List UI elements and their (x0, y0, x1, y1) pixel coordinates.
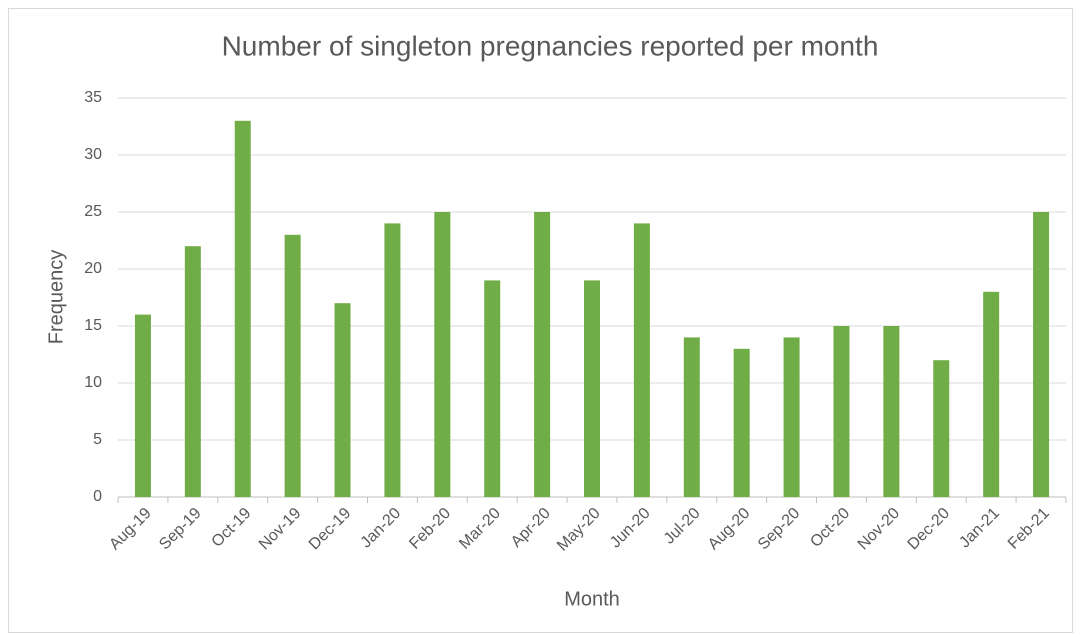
bar (933, 360, 950, 497)
bar (384, 223, 401, 497)
y-tick-label: 15 (84, 317, 102, 334)
bar (234, 120, 251, 498)
bar (284, 234, 301, 498)
bar (334, 303, 351, 497)
bar (434, 212, 451, 497)
bar (134, 314, 151, 497)
x-axis-title: Month (564, 588, 620, 610)
chart-title: Number of singleton pregnancies reported… (222, 30, 879, 61)
y-tick-label: 25 (84, 203, 102, 220)
bar (534, 212, 551, 497)
bar (584, 280, 600, 497)
bar (883, 326, 900, 497)
bar (484, 280, 501, 497)
y-tick-label: 35 (84, 89, 102, 106)
y-tick-label: 10 (84, 374, 102, 391)
bar (1033, 212, 1050, 497)
bar (983, 291, 1000, 497)
bar (833, 326, 850, 497)
y-axis-title: Frequency (45, 250, 67, 345)
bar (633, 223, 650, 497)
y-tick-label: 30 (84, 146, 102, 163)
y-tick-label: 20 (84, 260, 102, 277)
bar (184, 246, 201, 497)
y-tick-label: 5 (93, 431, 102, 448)
y-tick-label: 0 (93, 488, 102, 505)
bar (683, 337, 700, 497)
bar (733, 348, 750, 497)
bar (783, 337, 800, 497)
